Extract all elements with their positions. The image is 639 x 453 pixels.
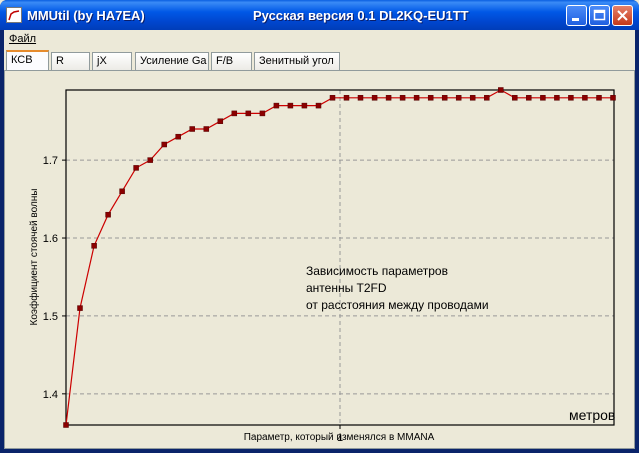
tab-strip: КСВ R jX Усиление Ga F/B Зенитный угол <box>4 50 635 71</box>
menu-bar: Файл <box>4 30 635 49</box>
data-point <box>343 95 350 101</box>
tab-jx[interactable]: jX <box>92 52 132 70</box>
data-point <box>133 165 139 171</box>
menu-file[interactable]: Файл <box>9 33 37 45</box>
data-point <box>385 95 392 101</box>
data-point <box>498 87 504 93</box>
tab-zenith-angle[interactable]: Зенитный угол <box>254 52 340 70</box>
data-point <box>77 305 83 311</box>
series-line <box>65 89 613 426</box>
data-point <box>469 95 476 101</box>
data-point <box>147 157 153 163</box>
y-axis-label: Коэффициент стоячей волны <box>28 189 40 326</box>
x-unit-label: метров <box>569 407 615 423</box>
close-button[interactable] <box>612 5 633 26</box>
data-point <box>245 110 252 117</box>
data-point <box>315 102 322 109</box>
data-point <box>259 110 266 117</box>
close-icon <box>617 10 628 21</box>
data-point <box>287 102 294 109</box>
x-tick-label: 1 <box>337 432 343 444</box>
data-point <box>203 126 210 132</box>
annotation-line-1: Зависимость параметров <box>306 264 448 278</box>
tab-gain[interactable]: Усиление Ga <box>135 52 209 70</box>
data-point <box>161 141 167 148</box>
y-tick-label: 1.5 <box>43 311 58 323</box>
y-tick-labels: 1.4 1.5 1.6 1.7 <box>43 155 66 401</box>
data-point <box>526 95 532 101</box>
data-point <box>554 95 560 101</box>
data-point <box>175 133 181 140</box>
x-axis-label: Параметр, который изменялся в MMANA <box>244 432 435 443</box>
maximize-icon <box>593 9 606 21</box>
tab-r[interactable]: R <box>51 52 90 70</box>
title-bar[interactable]: MMUtil (by HA7EA) Русская версия 0.1 DL2… <box>0 0 639 30</box>
x-tick-labels: 1 <box>337 425 343 444</box>
maximize-button[interactable] <box>589 5 610 26</box>
data-point <box>273 102 280 109</box>
data-point <box>441 95 448 101</box>
app-icon[interactable] <box>6 7 22 23</box>
client-area: Файл КСВ R jX Усиление Ga F/B Зенитный у… <box>4 30 635 449</box>
data-point <box>189 126 195 132</box>
window-title: Русская версия 0.1 DL2KQ-EU1TT <box>253 8 469 23</box>
data-point <box>413 95 420 101</box>
y-tick-label: 1.6 <box>43 233 58 245</box>
data-point <box>582 95 588 101</box>
data-point <box>610 95 616 101</box>
annotation-line-2: антенны T2FD <box>306 281 387 295</box>
grid <box>66 90 614 425</box>
y-tick-label: 1.7 <box>43 155 58 167</box>
data-point <box>119 188 125 195</box>
minimize-button[interactable] <box>566 5 587 26</box>
data-point <box>329 95 336 101</box>
swr-chart: 1.4 1.5 1.6 1.7 1 Коэффициент стоячей волны… <box>28 87 616 444</box>
data-point <box>301 102 308 109</box>
data-point <box>105 211 111 218</box>
data-point <box>91 243 97 249</box>
minimize-icon <box>572 18 579 21</box>
data-point <box>512 95 518 101</box>
data-point <box>399 95 406 101</box>
data-point <box>371 95 378 101</box>
data-point <box>568 95 574 101</box>
tab-fb[interactable]: F/B <box>211 52 252 70</box>
app-name: MMUtil (by HA7EA) <box>27 8 145 23</box>
series-swr <box>63 87 616 428</box>
tab-ksv[interactable]: КСВ <box>6 50 49 71</box>
data-point <box>596 95 602 101</box>
tab-panel: 1.4 1.5 1.6 1.7 1 Коэффициент стоячей волны… <box>4 70 635 449</box>
data-point <box>63 422 69 428</box>
annotation-line-3: от расстояния между проводами <box>306 298 489 312</box>
data-point <box>427 95 434 101</box>
data-point <box>231 110 238 117</box>
data-point <box>357 95 364 101</box>
data-point <box>484 95 490 101</box>
data-point <box>540 95 546 101</box>
data-point <box>217 118 224 124</box>
y-tick-label: 1.4 <box>43 389 58 401</box>
data-point <box>455 95 462 101</box>
